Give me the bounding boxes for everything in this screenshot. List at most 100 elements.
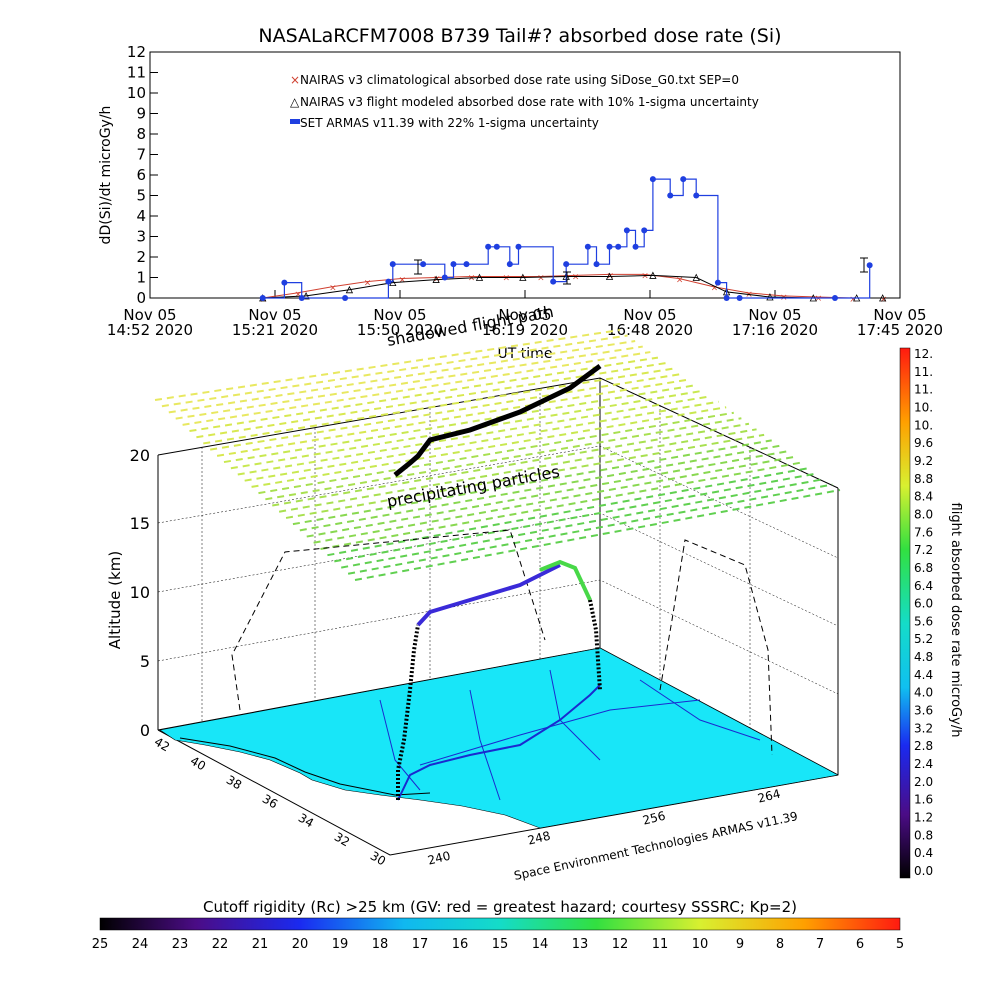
- y-axis-label: dD(Si)/dt microGy/h: [98, 106, 114, 245]
- point-flight-modeled: [302, 292, 310, 300]
- particle-row: [210, 373, 681, 451]
- latitude-tick-label: 34: [296, 811, 316, 831]
- point-armas: [641, 227, 648, 234]
- point-climatological: ×: [711, 284, 719, 294]
- y-tick-label: 4: [136, 207, 146, 225]
- particle-row: [168, 340, 636, 414]
- top-plot-frame: [149, 51, 901, 299]
- rigidity-colorbar: Cutoff rigidity (Rc) >25 km (GV: red = g…: [92, 898, 904, 952]
- particle-row: [251, 406, 727, 488]
- point-flight-modeled: [692, 273, 700, 281]
- grid-z5: [157, 579, 839, 695]
- rigidity-colorbar-tick: 7: [816, 937, 824, 952]
- particle-row: [306, 450, 788, 538]
- dose-colorbar-tick: 7.2: [914, 543, 933, 557]
- flight-trajectory-climb: [396, 624, 420, 800]
- error-bars: [414, 257, 868, 285]
- altitude-tick-label: 20: [130, 446, 150, 465]
- particle-row: [244, 400, 719, 482]
- point-armas: [632, 243, 639, 250]
- longitude-tick-label: 256: [641, 809, 667, 828]
- dose-colorbar-tick: 10.: [914, 400, 933, 414]
- dose-colorbar-tick: 6.0: [914, 597, 933, 611]
- point-climatological: ×: [364, 279, 372, 289]
- particle-row: [272, 422, 750, 507]
- y-tick-label: 7: [136, 146, 146, 164]
- point-armas: [736, 295, 743, 301]
- dose-colorbar-tick: 6.8: [914, 561, 933, 575]
- x-tick-label-date: Nov 05: [498, 306, 551, 324]
- point-flight-modeled: [766, 293, 774, 301]
- particle-row: [216, 378, 689, 457]
- flight-trajectory-descent: [588, 599, 602, 691]
- point-climatological: ×: [329, 284, 337, 294]
- particle-row: [161, 334, 628, 408]
- rigidity-colorbar-tick: 13: [572, 937, 589, 952]
- x-tick-label-date: Nov 05: [623, 306, 676, 324]
- latitude-tick-label: 40: [188, 754, 208, 774]
- legend-entry-armas: SET ARMAS v11.39 with 22% 1-sigma uncert…: [300, 116, 599, 130]
- rigidity-colorbar-bar: [99, 917, 901, 931]
- latitude-tick-label: 38: [224, 773, 244, 793]
- legend: × NAIRAS v3 climatological absorbed dose…: [290, 73, 759, 130]
- grid-z10: [157, 512, 839, 627]
- point-climatological: ×: [468, 273, 476, 283]
- x-tick-label-time: 16:19 2020: [482, 321, 568, 339]
- longitude-tick-label: 240: [426, 849, 452, 868]
- x-tick-label-date: Nov 05: [748, 306, 801, 324]
- particle-row: [258, 411, 734, 495]
- particle-row: [347, 483, 833, 575]
- altitude-tick-label: 10: [130, 583, 150, 602]
- point-climatological: ×: [398, 276, 406, 286]
- y-tick-label: 0: [136, 289, 146, 307]
- rigidity-colorbar-tick: 19: [332, 937, 349, 952]
- point-armas: [714, 279, 721, 286]
- point-armas: [281, 279, 288, 286]
- longitude-tick-label: 248: [526, 829, 552, 848]
- annotation-precipitating-particles: precipitating particles: [385, 462, 561, 511]
- point-climatological: ×: [815, 294, 823, 304]
- altitude-tick-label: 5: [140, 652, 150, 671]
- dose-colorbar-tick: 8.0: [914, 507, 933, 521]
- x-tick-label-time: 15:50 2020: [357, 321, 443, 339]
- chart-title: NASALaRCFM7008 B739 Tail#? absorbed dose…: [258, 25, 781, 47]
- map-border-3: [469, 689, 501, 801]
- particle-row: [327, 466, 810, 557]
- x-tick-label-date: Nov 05: [373, 306, 426, 324]
- point-armas: [441, 274, 448, 281]
- point-climatological: ×: [502, 273, 510, 283]
- particle-row: [223, 384, 697, 464]
- point-armas: [389, 261, 396, 268]
- legend-entry-flight-modeled: NAIRAS v3 flight modeled absorbed dose r…: [300, 95, 759, 109]
- dose-colorbar-tick: 12.: [914, 347, 933, 361]
- latitude-tick-label: 32: [332, 830, 352, 850]
- particle-row: [154, 329, 621, 401]
- dose-colorbar-ticks: 12. 11. 11. 10. 10. 9.6 9.2 8.8 8.4 8.0 7.6 7.2 6.8 6…: [914, 347, 933, 878]
- particle-field: [154, 329, 841, 581]
- dose-colorbar-tick: 2.0: [914, 775, 933, 789]
- point-armas: [866, 262, 873, 269]
- particle-row: [320, 461, 803, 550]
- point-armas: [450, 261, 457, 268]
- x-tick-label-date: Nov 05: [248, 306, 301, 324]
- dose-colorbar-tick: 9.2: [914, 454, 933, 468]
- point-armas: [342, 295, 349, 301]
- altitude-tick-label: 15: [130, 514, 150, 533]
- dose-colorbar-tick: 11.: [914, 383, 933, 397]
- latitude-ticks: 42 40 38 36 34 32 30: [152, 735, 388, 869]
- ground-track: [397, 684, 601, 801]
- point-armas: [506, 261, 513, 268]
- map-border-5: [639, 679, 761, 741]
- point-armas: [723, 295, 730, 301]
- rigidity-colorbar-tick: 6: [856, 937, 864, 952]
- particle-row: [265, 417, 742, 501]
- flight-trajectory-high: [539, 559, 592, 601]
- dose-colorbar-tick: 4.8: [914, 650, 933, 664]
- particle-row: [196, 362, 666, 439]
- point-armas: [493, 243, 500, 250]
- map-border-1: [379, 699, 421, 791]
- error-bar-3: [860, 257, 868, 273]
- x-tick-label-time: 17:16 2020: [732, 321, 818, 339]
- altitude-ticks: 0 5 10 15 20: [130, 446, 150, 740]
- altitude-tick-label: 0: [140, 721, 150, 740]
